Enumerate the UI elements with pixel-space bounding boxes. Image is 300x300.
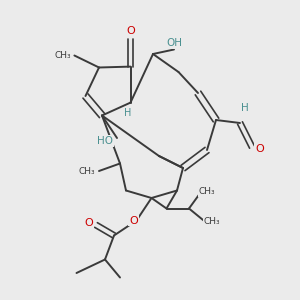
Text: O: O (255, 143, 264, 154)
Text: OH: OH (166, 38, 182, 49)
Text: CH₃: CH₃ (78, 167, 95, 176)
Text: O: O (84, 218, 93, 228)
Text: O: O (129, 215, 138, 226)
Text: O: O (126, 26, 135, 37)
Text: HO: HO (97, 136, 113, 146)
Text: CH₃: CH₃ (203, 218, 220, 226)
Text: H: H (241, 103, 248, 113)
Text: CH₃: CH₃ (55, 51, 71, 60)
Text: H: H (124, 108, 131, 118)
Text: CH₃: CH₃ (199, 188, 215, 196)
